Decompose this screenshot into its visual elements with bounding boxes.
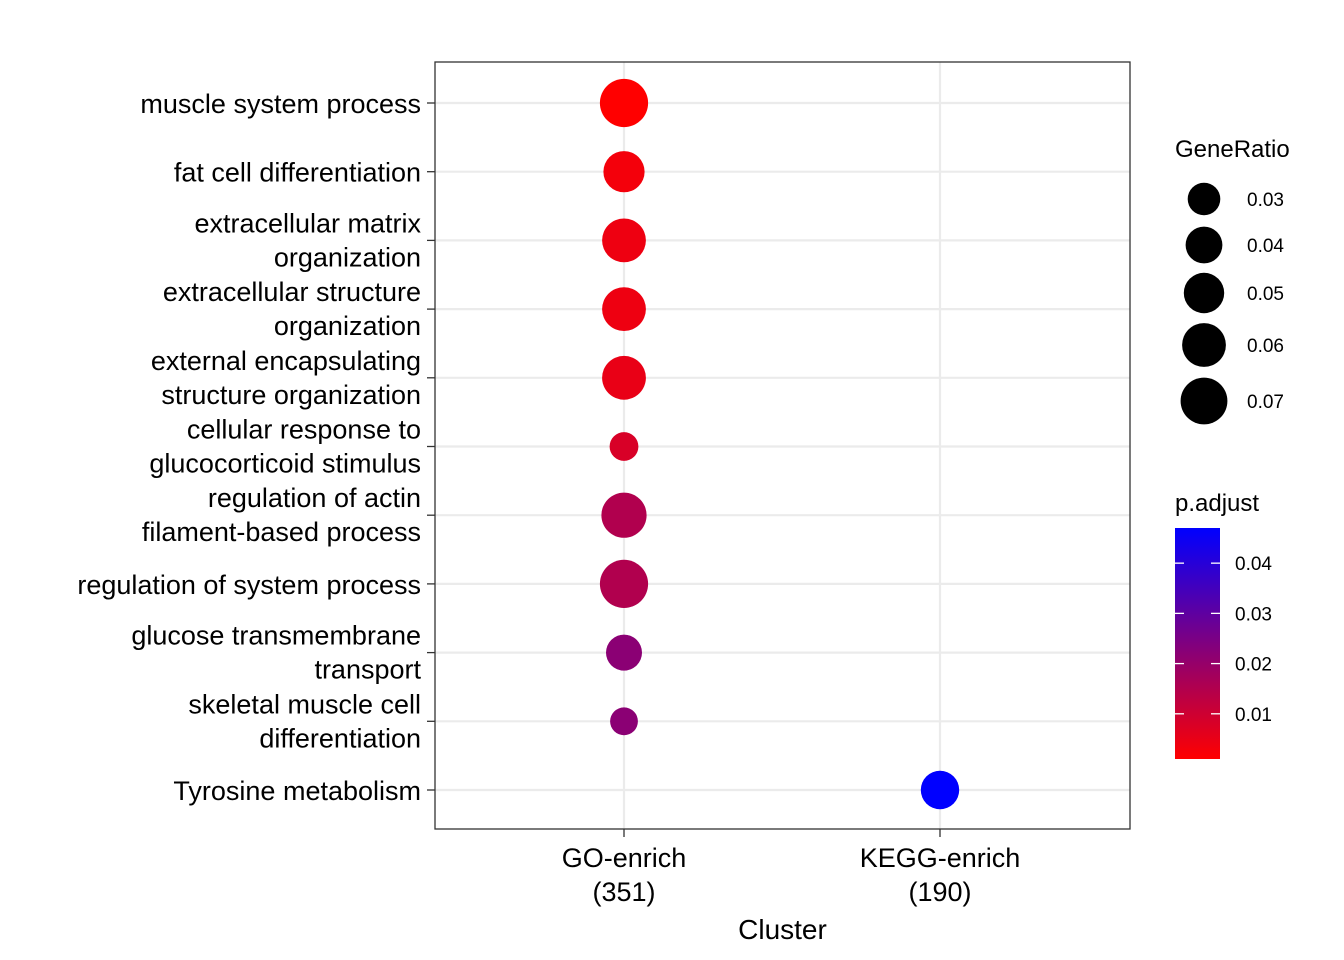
y-tick-label: filament-based process — [142, 517, 421, 547]
data-point — [602, 355, 646, 400]
colorbar-label: 0.01 — [1235, 705, 1272, 726]
size-legend-key — [1187, 182, 1221, 216]
colorbar-label: 0.02 — [1235, 655, 1272, 676]
data-points — [599, 78, 960, 810]
colorbar-label: 0.03 — [1235, 604, 1272, 625]
y-tick-label: organization — [274, 311, 421, 341]
y-tick-label: extracellular matrix — [194, 208, 421, 238]
data-point — [599, 559, 649, 609]
x-axis-title: Cluster — [738, 914, 827, 945]
gene-ratio-legend: GeneRatio 0.03 0.04 0.05 0.06 0.07 — [1175, 136, 1290, 425]
data-point — [602, 218, 646, 263]
x-tick-label-count: (190) — [908, 877, 971, 907]
gene-ratio-legend-title: GeneRatio — [1175, 136, 1290, 163]
data-point — [609, 432, 639, 461]
size-legend-label: 0.05 — [1247, 284, 1284, 305]
y-tick-label: muscle system process — [140, 89, 421, 119]
y-tick-label: glucose transmembrane — [131, 621, 421, 651]
p-adjust-colorbar — [1175, 528, 1220, 759]
x-axis: GO-enrich (351) KEGG-enrich (190) — [562, 829, 1021, 907]
data-point — [601, 492, 647, 538]
y-tick-label: fat cell differentiation — [174, 158, 421, 188]
size-legend-key — [1185, 226, 1223, 264]
colorbar-label: 0.04 — [1235, 554, 1272, 575]
y-tick-label: differentiation — [259, 723, 421, 753]
y-tick-label: glucocorticoid stimulus — [149, 449, 421, 479]
size-legend-label: 0.04 — [1247, 236, 1284, 257]
y-tick-label: cellular response to — [187, 415, 421, 445]
y-tick-label: structure organization — [161, 380, 421, 410]
size-legend-label: 0.06 — [1247, 336, 1284, 357]
p-adjust-legend: p.adjust 0.01 0.02 0.03 0.04 — [1175, 490, 1272, 759]
x-tick-label-count: (351) — [592, 877, 655, 907]
y-tick-label: regulation of actin — [208, 483, 421, 513]
y-tick-label: external encapsulating — [151, 346, 421, 376]
data-point — [603, 151, 645, 193]
y-tick-label: extracellular structure — [163, 277, 421, 307]
data-point — [606, 634, 642, 671]
size-legend-key — [1182, 323, 1226, 367]
size-legend-key — [1180, 377, 1228, 425]
grid-lines — [435, 62, 1130, 829]
y-axis: muscle system process fat cell differenti… — [77, 89, 435, 806]
y-tick-label: organization — [274, 242, 421, 272]
size-legend-key — [1183, 272, 1225, 314]
data-point — [599, 78, 649, 128]
x-tick-label: KEGG-enrich — [860, 843, 1021, 873]
x-tick-label: GO-enrich — [562, 843, 687, 873]
data-point — [602, 287, 646, 331]
y-tick-label: regulation of system process — [77, 570, 421, 600]
data-point — [610, 707, 638, 736]
plot-panel-border — [434, 61, 1131, 830]
y-tick-label: Tyrosine metabolism — [173, 776, 421, 806]
p-adjust-legend-title: p.adjust — [1175, 490, 1259, 517]
size-legend-label: 0.03 — [1247, 190, 1284, 211]
y-tick-label: skeletal muscle cell — [188, 689, 421, 719]
data-point — [920, 770, 960, 810]
y-tick-label: transport — [314, 655, 421, 685]
size-legend-label: 0.07 — [1247, 392, 1284, 413]
